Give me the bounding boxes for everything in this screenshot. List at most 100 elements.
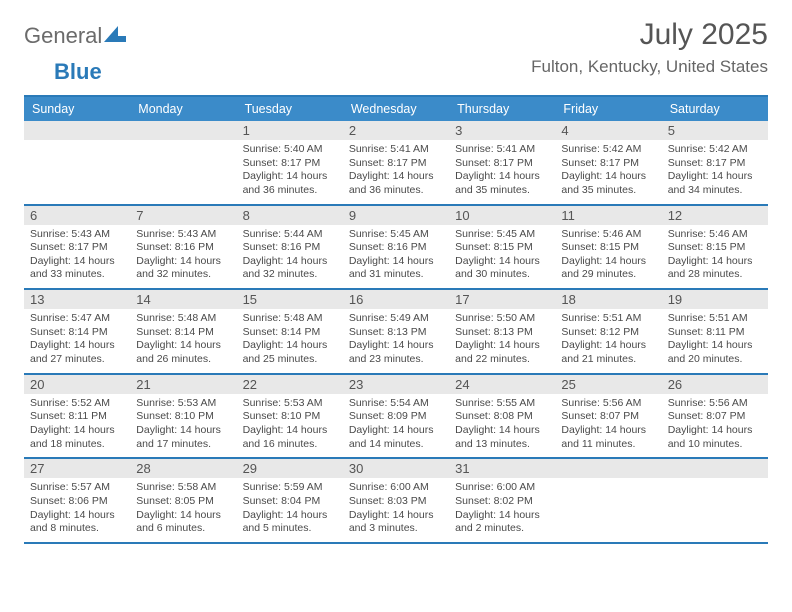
weeks-container: 1Sunrise: 5:40 AMSunset: 8:17 PMDaylight…: [24, 121, 768, 544]
day-details: Sunrise: 5:48 AMSunset: 8:14 PMDaylight:…: [237, 309, 343, 373]
day-number: 5: [662, 121, 768, 140]
day-number: 24: [449, 375, 555, 394]
day-5: 5Sunrise: 5:42 AMSunset: 8:17 PMDaylight…: [662, 121, 768, 204]
day-number: 8: [237, 206, 343, 225]
day-details: Sunrise: 5:56 AMSunset: 8:07 PMDaylight:…: [555, 394, 661, 458]
day-details: Sunrise: 5:47 AMSunset: 8:14 PMDaylight:…: [24, 309, 130, 373]
day-details: Sunrise: 5:40 AMSunset: 8:17 PMDaylight:…: [237, 140, 343, 204]
day-details: Sunrise: 5:51 AMSunset: 8:11 PMDaylight:…: [662, 309, 768, 373]
day-number: 9: [343, 206, 449, 225]
day-details: Sunrise: 5:42 AMSunset: 8:17 PMDaylight:…: [662, 140, 768, 204]
day-9: 9Sunrise: 5:45 AMSunset: 8:16 PMDaylight…: [343, 206, 449, 289]
logo: General: [24, 22, 126, 50]
week-row: 20Sunrise: 5:52 AMSunset: 8:11 PMDayligh…: [24, 375, 768, 460]
day-details: Sunrise: 5:43 AMSunset: 8:17 PMDaylight:…: [24, 225, 130, 289]
week-row: 13Sunrise: 5:47 AMSunset: 8:14 PMDayligh…: [24, 290, 768, 375]
day-28: 28Sunrise: 5:58 AMSunset: 8:05 PMDayligh…: [130, 459, 236, 542]
day-details: Sunrise: 6:00 AMSunset: 8:02 PMDaylight:…: [449, 478, 555, 542]
calendar-grid: SundayMondayTuesdayWednesdayThursdayFrid…: [24, 95, 768, 544]
day-number: 6: [24, 206, 130, 225]
day-number: 20: [24, 375, 130, 394]
day-details: Sunrise: 5:52 AMSunset: 8:11 PMDaylight:…: [24, 394, 130, 458]
day-21: 21Sunrise: 5:53 AMSunset: 8:10 PMDayligh…: [130, 375, 236, 458]
day-details: Sunrise: 5:49 AMSunset: 8:13 PMDaylight:…: [343, 309, 449, 373]
week-row: 27Sunrise: 5:57 AMSunset: 8:06 PMDayligh…: [24, 459, 768, 544]
day-details: Sunrise: 5:51 AMSunset: 8:12 PMDaylight:…: [555, 309, 661, 373]
day-details: Sunrise: 5:44 AMSunset: 8:16 PMDaylight:…: [237, 225, 343, 289]
day-details: Sunrise: 5:53 AMSunset: 8:10 PMDaylight:…: [237, 394, 343, 458]
logo-mark-icon: [104, 22, 126, 48]
day-number: 23: [343, 375, 449, 394]
day-details: Sunrise: 5:41 AMSunset: 8:17 PMDaylight:…: [449, 140, 555, 204]
day-11: 11Sunrise: 5:46 AMSunset: 8:15 PMDayligh…: [555, 206, 661, 289]
day-number: 28: [130, 459, 236, 478]
day-7: 7Sunrise: 5:43 AMSunset: 8:16 PMDaylight…: [130, 206, 236, 289]
title-block: July 2025 Fulton, Kentucky, United State…: [531, 18, 768, 77]
day-22: 22Sunrise: 5:53 AMSunset: 8:10 PMDayligh…: [237, 375, 343, 458]
day-15: 15Sunrise: 5:48 AMSunset: 8:14 PMDayligh…: [237, 290, 343, 373]
logo-text-general: General: [24, 23, 102, 49]
day-17: 17Sunrise: 5:50 AMSunset: 8:13 PMDayligh…: [449, 290, 555, 373]
day-number: 10: [449, 206, 555, 225]
day-details: Sunrise: 5:55 AMSunset: 8:08 PMDaylight:…: [449, 394, 555, 458]
day-details: Sunrise: 5:59 AMSunset: 8:04 PMDaylight:…: [237, 478, 343, 542]
day-details: Sunrise: 5:42 AMSunset: 8:17 PMDaylight:…: [555, 140, 661, 204]
day-number: 30: [343, 459, 449, 478]
day-number: 17: [449, 290, 555, 309]
day-details: Sunrise: 5:45 AMSunset: 8:16 PMDaylight:…: [343, 225, 449, 289]
day-10: 10Sunrise: 5:45 AMSunset: 8:15 PMDayligh…: [449, 206, 555, 289]
day-number: 1: [237, 121, 343, 140]
day-details: Sunrise: 5:48 AMSunset: 8:14 PMDaylight:…: [130, 309, 236, 373]
day-12: 12Sunrise: 5:46 AMSunset: 8:15 PMDayligh…: [662, 206, 768, 289]
day-details: Sunrise: 5:53 AMSunset: 8:10 PMDaylight:…: [130, 394, 236, 458]
day-details: Sunrise: 5:46 AMSunset: 8:15 PMDaylight:…: [662, 225, 768, 289]
day-number: 12: [662, 206, 768, 225]
day-26: 26Sunrise: 5:56 AMSunset: 8:07 PMDayligh…: [662, 375, 768, 458]
weekday-saturday: Saturday: [662, 97, 768, 121]
month-title: July 2025: [531, 18, 768, 51]
day-number: 29: [237, 459, 343, 478]
location-text: Fulton, Kentucky, United States: [531, 57, 768, 77]
day-23: 23Sunrise: 5:54 AMSunset: 8:09 PMDayligh…: [343, 375, 449, 458]
day-number: 27: [24, 459, 130, 478]
day-number: 3: [449, 121, 555, 140]
weekday-friday: Friday: [555, 97, 661, 121]
day-number: 26: [662, 375, 768, 394]
calendar-page: General July 2025 Fulton, Kentucky, Unit…: [0, 0, 792, 568]
weekday-monday: Monday: [130, 97, 236, 121]
day-20: 20Sunrise: 5:52 AMSunset: 8:11 PMDayligh…: [24, 375, 130, 458]
day-25: 25Sunrise: 5:56 AMSunset: 8:07 PMDayligh…: [555, 375, 661, 458]
day-details: Sunrise: 5:45 AMSunset: 8:15 PMDaylight:…: [449, 225, 555, 289]
day-16: 16Sunrise: 5:49 AMSunset: 8:13 PMDayligh…: [343, 290, 449, 373]
logo-text-blue: Blue: [54, 59, 102, 85]
day-number: 14: [130, 290, 236, 309]
day-number: 21: [130, 375, 236, 394]
day-number: 25: [555, 375, 661, 394]
day-empty: [662, 459, 768, 542]
weekday-sunday: Sunday: [24, 97, 130, 121]
weekday-tuesday: Tuesday: [237, 97, 343, 121]
day-31: 31Sunrise: 6:00 AMSunset: 8:02 PMDayligh…: [449, 459, 555, 542]
day-3: 3Sunrise: 5:41 AMSunset: 8:17 PMDaylight…: [449, 121, 555, 204]
weekday-header-row: SundayMondayTuesdayWednesdayThursdayFrid…: [24, 97, 768, 121]
day-29: 29Sunrise: 5:59 AMSunset: 8:04 PMDayligh…: [237, 459, 343, 542]
day-details: Sunrise: 5:43 AMSunset: 8:16 PMDaylight:…: [130, 225, 236, 289]
day-number: 2: [343, 121, 449, 140]
day-24: 24Sunrise: 5:55 AMSunset: 8:08 PMDayligh…: [449, 375, 555, 458]
day-number: [662, 459, 768, 478]
day-number: 16: [343, 290, 449, 309]
day-number: 13: [24, 290, 130, 309]
day-4: 4Sunrise: 5:42 AMSunset: 8:17 PMDaylight…: [555, 121, 661, 204]
day-number: 11: [555, 206, 661, 225]
day-details: Sunrise: 5:50 AMSunset: 8:13 PMDaylight:…: [449, 309, 555, 373]
day-details: Sunrise: 5:56 AMSunset: 8:07 PMDaylight:…: [662, 394, 768, 458]
day-14: 14Sunrise: 5:48 AMSunset: 8:14 PMDayligh…: [130, 290, 236, 373]
day-details: Sunrise: 5:46 AMSunset: 8:15 PMDaylight:…: [555, 225, 661, 289]
day-6: 6Sunrise: 5:43 AMSunset: 8:17 PMDaylight…: [24, 206, 130, 289]
day-number: 15: [237, 290, 343, 309]
day-number: [555, 459, 661, 478]
day-details: Sunrise: 5:54 AMSunset: 8:09 PMDaylight:…: [343, 394, 449, 458]
day-number: 22: [237, 375, 343, 394]
day-empty: [24, 121, 130, 204]
day-number: [130, 121, 236, 140]
